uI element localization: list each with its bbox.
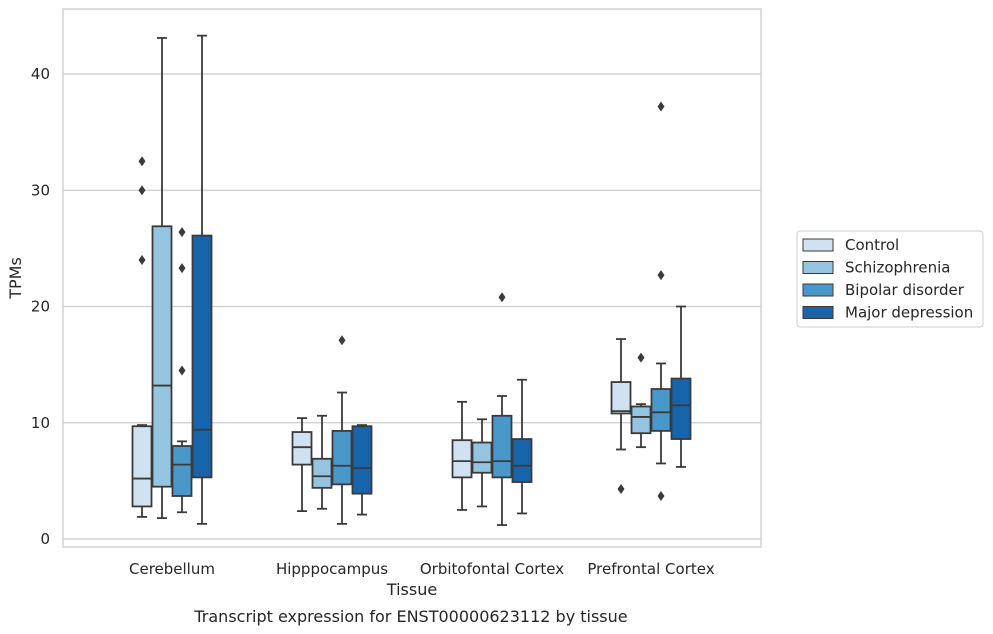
iqr-box: [471, 441, 493, 474]
x-tick-labels: Cerebellum Hipppocampus Orbitofontal Corte…: [129, 560, 715, 578]
x-tick-label: Orbitofontal Cortex: [420, 560, 564, 578]
legend-label: Major depression: [845, 304, 973, 322]
y-tick-labels: 0 10 20 30 40: [31, 65, 50, 548]
box-control: [610, 338, 632, 495]
box-schizophrenia: [630, 352, 652, 449]
iqr-box: [650, 388, 672, 432]
y-tick-label: 0: [40, 530, 50, 548]
x-tick-label: Prefrontal Cortex: [587, 560, 714, 578]
legend-swatch: [802, 238, 834, 252]
y-tick-label: 20: [31, 298, 50, 316]
legend-frame: [796, 230, 984, 328]
legend-label: Control: [845, 236, 899, 254]
legend-swatch: [802, 261, 834, 274]
iqr-box: [191, 234, 213, 479]
outlier-point: [178, 365, 186, 376]
box-major-depression: [511, 378, 533, 515]
outlier-point: [338, 335, 346, 346]
outlier-point: [617, 484, 625, 495]
box-bipolar-disorder: [171, 227, 193, 514]
legend-swatch: [802, 283, 834, 297]
box-control: [131, 156, 153, 518]
iqr-box: [131, 425, 153, 508]
box-schizophrenia: [151, 37, 173, 519]
outlier-point: [498, 292, 506, 303]
box-control: [291, 417, 313, 513]
box-control: [451, 400, 473, 511]
chart-caption: Transcript expression for ENST0000062311…: [193, 607, 627, 626]
outlier-point: [657, 490, 665, 501]
y-axis-label: TPMs: [6, 257, 25, 300]
legend: Control Schizophrenia Bipolar disorder Majo…: [796, 230, 984, 328]
x-tick-label: Cerebellum: [129, 560, 215, 578]
outlier-point: [657, 270, 665, 281]
legend-label: Bipolar disorder: [845, 281, 965, 299]
iqr-box: [351, 425, 373, 495]
box-major-depression: [670, 305, 692, 468]
legend-label: Schizophrenia: [845, 259, 950, 277]
iqr-box: [610, 381, 632, 415]
box-bipolar-disorder: [491, 292, 513, 526]
outlier-point: [138, 255, 146, 265]
iqr-box: [331, 429, 353, 486]
box-bipolar-disorder: [650, 101, 672, 501]
outlier-point: [657, 101, 665, 112]
iqr-box: [511, 438, 533, 483]
outlier-point: [637, 352, 645, 363]
y-tick-label: 30: [31, 181, 50, 199]
iqr-box: [291, 431, 313, 466]
x-axis-label: Tissue: [386, 580, 437, 599]
legend-swatch: [802, 306, 834, 319]
y-tick-label: 40: [31, 65, 50, 83]
outlier-point: [138, 156, 146, 167]
box-major-depression: [351, 424, 373, 516]
iqr-box: [630, 405, 652, 435]
x-tick-label: Hipppocampus: [276, 560, 388, 578]
iqr-box: [451, 439, 473, 479]
outlier-point: [178, 227, 186, 238]
box-schizophrenia: [311, 414, 333, 510]
iqr-box: [491, 414, 513, 479]
iqr-box: [151, 225, 173, 488]
iqr-box: [171, 445, 193, 497]
iqr-box: [311, 457, 333, 489]
iqr-box: [670, 377, 692, 440]
outlier-point: [178, 263, 186, 274]
box-bipolar-disorder: [331, 335, 353, 525]
box-schizophrenia: [471, 418, 493, 508]
outlier-point: [138, 185, 146, 196]
y-tick-label: 10: [31, 414, 50, 432]
box-major-depression: [191, 34, 213, 525]
boxes: [131, 34, 692, 526]
